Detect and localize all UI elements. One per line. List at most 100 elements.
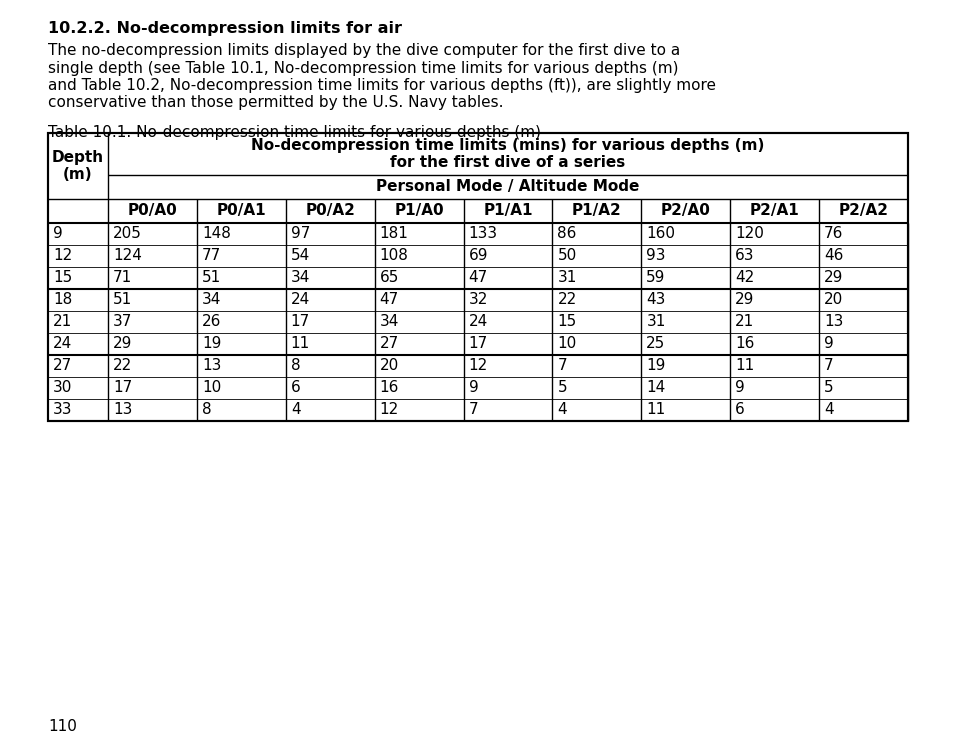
Text: 86: 86 <box>557 227 577 241</box>
Text: 47: 47 <box>468 271 487 286</box>
Text: 4: 4 <box>291 402 300 417</box>
Text: 34: 34 <box>379 314 398 330</box>
Text: 11: 11 <box>645 402 665 417</box>
Text: 12: 12 <box>379 402 398 417</box>
Text: P0/A2: P0/A2 <box>305 203 355 218</box>
Text: 5: 5 <box>557 380 566 395</box>
Text: 20: 20 <box>823 293 842 308</box>
Text: 71: 71 <box>112 271 132 286</box>
Text: 24: 24 <box>291 293 310 308</box>
Text: 30: 30 <box>53 380 72 395</box>
Text: 15: 15 <box>557 314 577 330</box>
Text: 4: 4 <box>557 402 566 417</box>
Text: 20: 20 <box>379 358 398 373</box>
Text: 34: 34 <box>291 271 310 286</box>
Text: 205: 205 <box>112 227 142 241</box>
Text: 18: 18 <box>53 293 72 308</box>
Text: 46: 46 <box>823 249 842 264</box>
Text: 16: 16 <box>735 336 754 352</box>
Bar <box>48 133 907 421</box>
Text: P0/A0: P0/A0 <box>128 203 177 218</box>
Text: 43: 43 <box>645 293 665 308</box>
Text: 7: 7 <box>557 358 566 373</box>
Text: 13: 13 <box>202 358 221 373</box>
Text: 9: 9 <box>53 227 63 241</box>
Text: 9: 9 <box>468 380 477 395</box>
Text: 110: 110 <box>48 719 77 734</box>
Text: Table 10.1. No-decompression time limits for various depths (m): Table 10.1. No-decompression time limits… <box>48 125 540 140</box>
Text: 29: 29 <box>735 293 754 308</box>
Text: 12: 12 <box>468 358 487 373</box>
Text: 10.2.2. No-decompression limits for air: 10.2.2. No-decompression limits for air <box>48 21 401 36</box>
Text: 76: 76 <box>823 227 842 241</box>
Text: 65: 65 <box>379 271 398 286</box>
Text: 6: 6 <box>291 380 300 395</box>
Text: 13: 13 <box>112 402 132 417</box>
Text: 148: 148 <box>202 227 231 241</box>
Text: 17: 17 <box>468 336 487 352</box>
Text: 31: 31 <box>645 314 665 330</box>
Text: P0/A1: P0/A1 <box>216 203 266 218</box>
Text: 51: 51 <box>112 293 132 308</box>
Text: P2/A2: P2/A2 <box>838 203 887 218</box>
Text: 8: 8 <box>291 358 300 373</box>
Text: 11: 11 <box>735 358 754 373</box>
Text: 29: 29 <box>823 271 842 286</box>
Text: P2/A1: P2/A1 <box>749 203 799 218</box>
Text: P2/A0: P2/A0 <box>660 203 710 218</box>
Text: 133: 133 <box>468 227 497 241</box>
Text: 29: 29 <box>112 336 132 352</box>
Text: 120: 120 <box>735 227 763 241</box>
Text: The no-decompression limits displayed by the dive computer for the first dive to: The no-decompression limits displayed by… <box>48 43 679 58</box>
Text: 7: 7 <box>823 358 833 373</box>
Text: 124: 124 <box>112 249 142 264</box>
Text: 47: 47 <box>379 293 398 308</box>
Text: 34: 34 <box>202 293 221 308</box>
Text: 32: 32 <box>468 293 487 308</box>
Text: No-decompression time limits (mins) for various depths (m)
for the first dive of: No-decompression time limits (mins) for … <box>251 138 764 170</box>
Text: 13: 13 <box>823 314 842 330</box>
Text: 16: 16 <box>379 380 398 395</box>
Text: 14: 14 <box>645 380 665 395</box>
Text: 93: 93 <box>645 249 665 264</box>
Text: P1/A1: P1/A1 <box>483 203 532 218</box>
Text: 27: 27 <box>53 358 72 373</box>
Text: 9: 9 <box>735 380 744 395</box>
Text: 37: 37 <box>112 314 132 330</box>
Text: 33: 33 <box>53 402 72 417</box>
Text: 10: 10 <box>202 380 221 395</box>
Text: 181: 181 <box>379 227 408 241</box>
Text: Depth
(m): Depth (m) <box>51 150 104 182</box>
Text: 8: 8 <box>202 402 212 417</box>
Text: 10: 10 <box>557 336 577 352</box>
Text: 108: 108 <box>379 249 408 264</box>
Text: 5: 5 <box>823 380 833 395</box>
Text: 51: 51 <box>202 271 221 286</box>
Text: 50: 50 <box>557 249 577 264</box>
Text: 15: 15 <box>53 271 72 286</box>
Text: 22: 22 <box>112 358 132 373</box>
Text: 11: 11 <box>291 336 310 352</box>
Text: 77: 77 <box>202 249 221 264</box>
Bar <box>48 133 907 421</box>
Text: 21: 21 <box>53 314 72 330</box>
Text: single depth (see Table 10.1, No-decompression time limits for various depths (m: single depth (see Table 10.1, No-decompr… <box>48 60 678 76</box>
Text: and Table 10.2, No-decompression time limits for various depths (ft)), are sligh: and Table 10.2, No-decompression time li… <box>48 78 716 93</box>
Text: 9: 9 <box>823 336 833 352</box>
Text: 31: 31 <box>557 271 577 286</box>
Text: 160: 160 <box>645 227 675 241</box>
Text: 22: 22 <box>557 293 577 308</box>
Text: 42: 42 <box>735 271 754 286</box>
Text: 59: 59 <box>645 271 665 286</box>
Text: 26: 26 <box>202 314 221 330</box>
Text: 7: 7 <box>468 402 477 417</box>
Text: 17: 17 <box>291 314 310 330</box>
Text: 54: 54 <box>291 249 310 264</box>
Text: 17: 17 <box>112 380 132 395</box>
Text: 27: 27 <box>379 336 398 352</box>
Text: P1/A2: P1/A2 <box>572 203 621 218</box>
Text: 12: 12 <box>53 249 72 264</box>
Text: 24: 24 <box>468 314 487 330</box>
Text: 25: 25 <box>645 336 665 352</box>
Text: 4: 4 <box>823 402 833 417</box>
